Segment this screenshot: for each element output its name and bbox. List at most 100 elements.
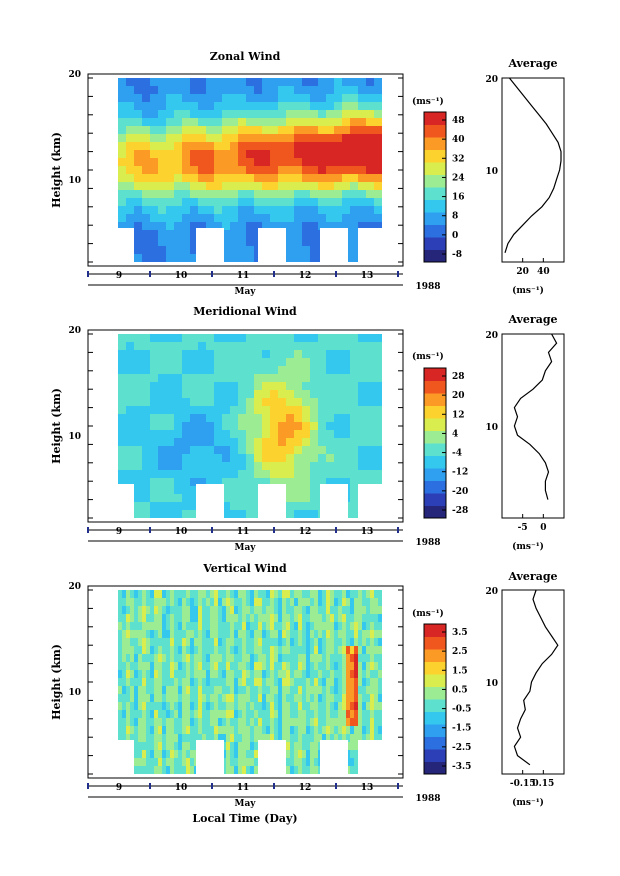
heatmap-cell [366, 710, 371, 719]
heatmap-cell [222, 638, 227, 647]
heatmap-cell [226, 670, 231, 679]
heatmap-cell [294, 374, 303, 383]
heatmap-cell [358, 606, 363, 615]
heatmap-cell [174, 230, 183, 239]
heatmap-cell [358, 630, 363, 639]
heatmap-cell [166, 254, 175, 262]
heatmap-cell [374, 646, 379, 655]
heatmap-cell [118, 622, 123, 631]
heatmap-cell [286, 678, 291, 687]
heatmap-cell [254, 686, 259, 695]
heatmap-cell [334, 94, 343, 103]
heatmap-cell [118, 606, 123, 615]
heatmap-cell [302, 486, 311, 495]
heatmap-cell [166, 662, 171, 671]
heatmap-cell [166, 382, 175, 391]
heatmap-cell [254, 110, 263, 119]
heatmap-cell [126, 222, 135, 231]
heatmap-cell [142, 342, 151, 351]
heatmap-cell [314, 750, 319, 759]
heatmap-cell [346, 646, 351, 655]
heatmap-cell [198, 406, 207, 415]
colorbar-swatch [424, 249, 446, 263]
heatmap-cell [162, 750, 167, 759]
heatmap-cell [142, 718, 147, 727]
heatmap-cell [374, 118, 382, 127]
heatmap-cell [302, 182, 311, 191]
heatmap-cell [310, 126, 319, 135]
heatmap-cell [294, 214, 303, 223]
heatmap-cell [198, 670, 203, 679]
heatmap-cell [198, 446, 207, 455]
heatmap-cell [358, 406, 367, 415]
heatmap-cell [318, 86, 327, 95]
heatmap-cell [362, 686, 367, 695]
heatmap-cell [162, 638, 167, 647]
heatmap-cell [118, 174, 127, 183]
heatmap-cell [374, 734, 379, 743]
heatmap-cell [358, 86, 367, 95]
heatmap-cell [322, 598, 327, 607]
heatmap-cell [334, 686, 339, 695]
heatmap-cell [194, 686, 199, 695]
heatmap-cell [174, 678, 179, 687]
heatmap-cell [158, 446, 167, 455]
heatmap-cell [310, 590, 315, 599]
heatmap-cell [302, 718, 307, 727]
heatmap-cell [126, 366, 135, 375]
heatmap-cell [206, 646, 211, 655]
heatmap-cell [350, 350, 359, 359]
heatmap-cell [270, 422, 279, 431]
heatmap-cell [306, 710, 311, 719]
heatmap-cell [334, 358, 343, 367]
heatmap-cell [206, 390, 215, 399]
heatmap-cell [290, 638, 295, 647]
heatmap-cell [166, 502, 175, 511]
heatmap-cell [158, 374, 167, 383]
heatmap-cell [302, 622, 307, 631]
heatmap-cell [218, 734, 223, 743]
heatmap-cell [366, 214, 375, 223]
heatmap-cell [182, 750, 187, 759]
heatmap-cell [238, 382, 247, 391]
heatmap-cell [378, 614, 382, 623]
heatmap-cell [326, 710, 331, 719]
heatmap-cell [286, 750, 291, 759]
heatmap-cell [246, 662, 251, 671]
colorbar-swatch [424, 493, 446, 506]
heatmap-cell [158, 126, 167, 135]
heatmap-cell [366, 630, 371, 639]
heatmap-cell [342, 366, 351, 375]
heatmap-cell [350, 622, 355, 631]
heatmap-cell [190, 206, 199, 215]
heatmap-cell [314, 678, 319, 687]
colorbar-frame [423, 367, 447, 519]
heatmap-cell [150, 150, 159, 159]
heatmap-cell [158, 486, 167, 495]
heatmap-cell [238, 678, 243, 687]
heatmap-cell [350, 246, 359, 255]
heatmap-cell [194, 646, 199, 655]
colorbar-tick-label: 24 [452, 173, 465, 183]
heatmap-cell [366, 446, 375, 455]
heatmap-cell [334, 142, 343, 151]
heatmap-cell [334, 110, 343, 119]
heatmap-cell [222, 646, 227, 655]
heatmap-cell [278, 662, 283, 671]
heatmap-cell [354, 662, 359, 671]
heatmap-cell [294, 622, 299, 631]
heatmap-cell [246, 126, 255, 135]
heatmap-cell [378, 654, 382, 663]
heatmap-cell [350, 646, 355, 655]
heatmap-cell [334, 678, 339, 687]
heatmap-cell [134, 462, 143, 471]
colorbar: 3.52.51.50.5-0.5-1.5-2.5-3.5 [423, 623, 471, 775]
heatmap-cell [126, 102, 135, 111]
heatmap-cell [286, 118, 295, 127]
heatmap-cell [350, 710, 355, 719]
heatmap-cell [298, 726, 303, 735]
heatmap-cell [158, 334, 167, 343]
heatmap-cell [278, 590, 283, 599]
heatmap-cell [214, 446, 223, 455]
heatmap-cell [318, 590, 323, 599]
